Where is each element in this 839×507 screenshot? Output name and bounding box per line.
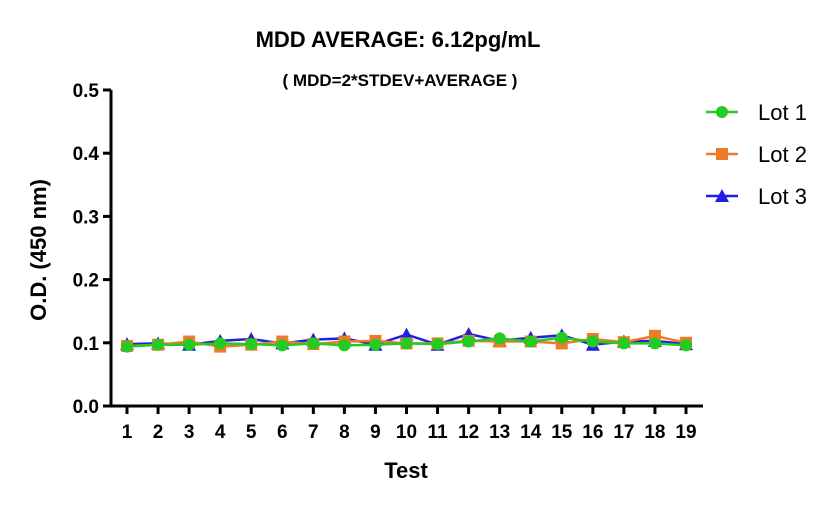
- data-point: [431, 338, 444, 351]
- x-tick-label: 2: [153, 422, 164, 443]
- legend-label: Lot 2: [758, 142, 807, 167]
- legend-item: Lot 2: [706, 142, 807, 167]
- data-point: [183, 338, 196, 351]
- data-point: [338, 339, 351, 352]
- y-tick-label: 0.0: [73, 397, 99, 418]
- x-tick-label: 1: [122, 422, 133, 443]
- x-tick-label: 6: [277, 422, 288, 443]
- data-point: [586, 335, 599, 348]
- data-point: [307, 337, 320, 350]
- y-tick-label: 0.4: [73, 144, 100, 165]
- x-tick-label: 12: [458, 422, 479, 443]
- x-tick-label: 11: [428, 422, 449, 443]
- legend-item: Lot 3: [706, 184, 807, 209]
- x-tick-label: 8: [339, 422, 350, 443]
- data-point: [648, 337, 661, 350]
- x-tick-label: 3: [184, 422, 195, 443]
- x-tick-label: 17: [613, 422, 634, 443]
- x-tick-label: 19: [675, 422, 696, 443]
- data-point: [462, 335, 475, 348]
- data-point: [555, 331, 568, 344]
- data-point: [617, 337, 630, 350]
- legend-label: Lot 1: [758, 100, 807, 125]
- data-point: [152, 338, 165, 351]
- data-point: [680, 339, 692, 352]
- x-tick-label: 16: [582, 422, 603, 443]
- legend-marker: [716, 148, 728, 160]
- chart-title: MDD AVERAGE: 6.12pg/mL: [256, 27, 541, 52]
- x-tick-label: 14: [520, 422, 542, 443]
- data-point: [121, 340, 133, 353]
- series-lot-1: [121, 331, 692, 353]
- x-tick-label: 13: [489, 422, 510, 443]
- legend: Lot 1 Lot 2 Lot 3: [706, 100, 807, 209]
- legend-item: Lot 1: [706, 100, 807, 125]
- data-point: [214, 337, 227, 350]
- data-point: [276, 339, 289, 352]
- legend-marker: [715, 189, 729, 202]
- y-tick-label: 0.2: [73, 271, 99, 292]
- chart-subtitle: ( MDD=2*STDEV+AVERAGE ): [283, 71, 518, 90]
- data-point: [245, 338, 258, 351]
- y-tick-label: 0.3: [73, 207, 99, 228]
- x-tick-label: 5: [246, 422, 257, 443]
- x-tick-label: 18: [644, 422, 665, 443]
- data-point: [369, 338, 382, 351]
- data-point: [493, 332, 506, 345]
- data-point: [524, 335, 537, 348]
- x-tick-label: 10: [396, 422, 417, 443]
- y-tick-label: 0.5: [73, 81, 100, 102]
- axes: 0.00.10.20.30.40.51 2 3 4 5 6 7 8 9 10 11 12 13 14 15 1…: [73, 81, 703, 443]
- data-point: [399, 327, 414, 341]
- legend-marker: [716, 106, 728, 118]
- x-tick-label: 4: [215, 422, 226, 443]
- data-point: [400, 337, 413, 350]
- legend-label: Lot 3: [758, 184, 807, 209]
- series-layer: [120, 326, 693, 353]
- y-axis-label: O.D. (450 nm): [26, 179, 51, 321]
- x-tick-label: 9: [370, 422, 381, 443]
- x-tick-label: 15: [551, 422, 573, 443]
- x-axis-label: Test: [384, 458, 428, 483]
- y-tick-label: 0.1: [73, 334, 100, 355]
- x-tick-label: 7: [308, 422, 319, 443]
